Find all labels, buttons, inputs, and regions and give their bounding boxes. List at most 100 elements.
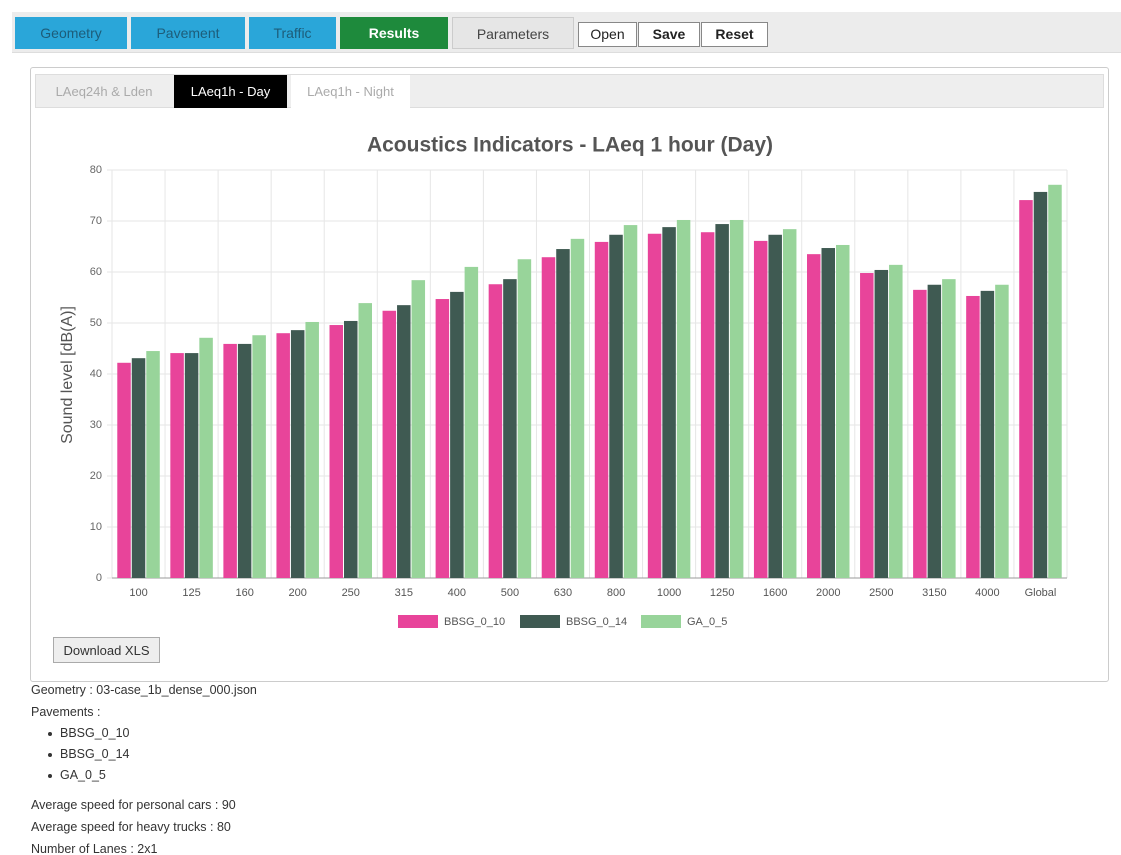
y-tick-label: 70 <box>90 215 102 227</box>
bar <box>488 284 503 578</box>
x-tick-label: 2500 <box>869 587 893 599</box>
bar <box>146 351 160 578</box>
bar <box>594 241 609 578</box>
y-tick-label: 80 <box>90 164 102 176</box>
bar <box>290 330 305 578</box>
bar <box>821 248 835 578</box>
subtab[interactable]: LAeq1h - Night <box>291 75 410 108</box>
pavement-item: BBSG_0_14 <box>60 747 130 761</box>
bar <box>199 337 213 578</box>
reset-button[interactable]: Reset <box>701 22 768 47</box>
y-tick-label: 0 <box>96 572 102 584</box>
bar <box>980 290 995 578</box>
bar <box>464 266 479 578</box>
x-tick-label: 1000 <box>657 587 681 599</box>
nav-tab[interactable]: Pavement <box>131 17 245 49</box>
x-tick-label: 250 <box>342 587 360 599</box>
bar <box>170 353 184 578</box>
bar <box>223 343 237 578</box>
bar <box>647 233 662 578</box>
y-axis-label: Sound level [dB(A)] <box>59 306 76 444</box>
bar <box>541 257 556 578</box>
card <box>30 67 1109 682</box>
bar <box>768 234 782 578</box>
subtab[interactable]: LAeq1h - Day <box>174 75 287 108</box>
x-tick-label: 400 <box>448 587 466 599</box>
chart-title: Acoustics Indicators - LAeq 1 hour (Day) <box>367 134 773 157</box>
bar <box>966 295 980 578</box>
y-tick-label: 30 <box>90 419 102 431</box>
x-tick-label: 500 <box>501 587 519 599</box>
legend-swatch <box>520 615 560 628</box>
bar <box>874 269 889 578</box>
bar <box>1019 200 1033 578</box>
bar <box>305 321 319 578</box>
bullet <box>48 732 52 736</box>
bar <box>623 225 638 578</box>
x-tick-label: Global <box>1025 587 1057 599</box>
bar <box>782 229 797 578</box>
bar <box>358 303 372 578</box>
bar <box>1033 191 1048 578</box>
x-tick-label: 1250 <box>710 587 734 599</box>
info-line: Average speed for personal cars : 90 <box>31 798 236 812</box>
bar <box>252 335 266 578</box>
x-tick-label: 200 <box>289 587 307 599</box>
bar <box>609 234 623 578</box>
bar <box>397 305 411 578</box>
subtab[interactable]: LAeq24h & Lden <box>55 84 153 99</box>
bar <box>807 254 821 578</box>
x-tick-label: 160 <box>235 587 253 599</box>
bar <box>942 279 956 578</box>
info-line: Number of Lanes : 2x1 <box>31 842 158 855</box>
bar <box>1048 184 1062 579</box>
legend-swatch <box>641 615 681 628</box>
x-tick-label: 2000 <box>816 587 840 599</box>
y-tick-label: 20 <box>90 470 102 482</box>
y-tick-label: 50 <box>90 317 102 329</box>
legend-label: BBSG_0_10 <box>444 616 505 628</box>
pavements-label: Pavements : <box>31 705 101 719</box>
pavement-item: GA_0_5 <box>60 768 106 782</box>
bar <box>662 227 676 578</box>
download-button[interactable]: Download XLS <box>53 637 160 663</box>
y-tick-label: 10 <box>90 521 102 533</box>
x-tick-label: 1600 <box>763 587 787 599</box>
y-tick-label: 40 <box>90 368 102 380</box>
nav-tab[interactable]: Parameters <box>452 17 574 49</box>
bullet <box>48 774 52 778</box>
open-button[interactable]: Open <box>578 22 637 47</box>
save-button[interactable]: Save <box>638 22 700 47</box>
info-line: Average speed for heavy trucks : 80 <box>31 820 231 834</box>
bar <box>570 238 585 578</box>
bar <box>344 320 358 578</box>
x-tick-label: 800 <box>607 587 625 599</box>
bar <box>435 299 450 578</box>
pavement-item: BBSG_0_10 <box>60 726 130 740</box>
geometry-text: Geometry : 03-case_1b_dense_000.json <box>31 683 257 697</box>
bar <box>450 291 464 578</box>
bar <box>729 219 744 579</box>
bar <box>237 343 252 578</box>
legend-swatch <box>398 615 438 628</box>
x-tick-label: 100 <box>129 587 147 599</box>
bar <box>676 219 691 579</box>
bar <box>889 264 903 578</box>
legend-label: BBSG_0_14 <box>566 616 627 628</box>
nav-tab[interactable]: Results <box>340 17 448 49</box>
bar <box>117 362 131 578</box>
bar <box>913 289 927 578</box>
bullet <box>48 753 52 757</box>
bar <box>131 358 146 578</box>
nav-tab[interactable]: Geometry <box>15 17 127 49</box>
nav-tab[interactable]: Traffic <box>249 17 336 49</box>
bar <box>276 333 290 578</box>
bar <box>184 353 199 578</box>
legend-label: GA_0_5 <box>687 616 727 628</box>
bar <box>517 259 532 578</box>
bar <box>927 284 942 578</box>
x-tick-label: 125 <box>182 587 200 599</box>
x-tick-label: 315 <box>395 587 413 599</box>
bar <box>753 240 768 578</box>
